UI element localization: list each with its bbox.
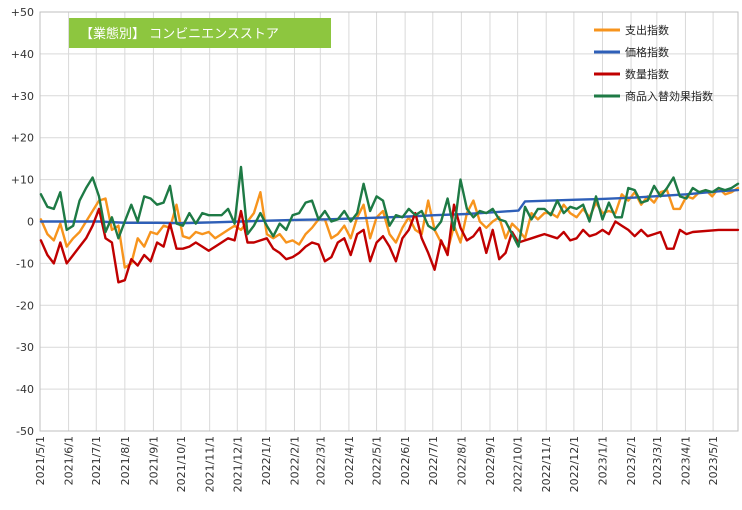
x-tick-label: 2021/9/1 <box>147 436 160 485</box>
y-tick-label: -40 <box>16 383 34 396</box>
x-tick-label: 2022/1/1 <box>260 436 273 485</box>
x-tick-label: 2021/5/1 <box>34 436 47 485</box>
x-tick-label: 2022/10/1 <box>512 436 525 492</box>
x-tick-label: 2021/10/1 <box>175 436 188 492</box>
y-tick-label: -50 <box>16 425 34 438</box>
x-tick-label: 2021/6/1 <box>63 436 76 485</box>
series-line-4 <box>39 165 740 248</box>
y-tick-label: -10 <box>16 257 34 270</box>
y-tick-label: +20 <box>11 132 34 145</box>
legend-label-1: 支出指数 <box>625 23 669 37</box>
x-tick-label: 2022/6/1 <box>399 436 412 485</box>
x-tick-label: 2022/4/1 <box>343 436 356 485</box>
y-tick-label: +30 <box>11 90 34 103</box>
legend-label-4: 商品入替効果指数 <box>625 89 713 103</box>
x-tick-label: 2022/3/1 <box>314 436 327 485</box>
x-tick-label: 2022/9/1 <box>484 436 497 485</box>
x-tick-label: 2023/1/1 <box>596 436 609 485</box>
x-tick-label: 2021/11/1 <box>204 436 217 492</box>
x-tick-label: 2022/12/1 <box>568 436 581 492</box>
y-tick-label: +10 <box>11 174 34 187</box>
series-line-1 <box>39 186 740 269</box>
series-lines <box>39 165 740 284</box>
y-tick-label: +50 <box>11 6 34 19</box>
x-tick-label: 2023/5/1 <box>707 436 720 485</box>
y-tick-label: 0 <box>27 216 34 229</box>
series-line-3 <box>39 203 740 284</box>
x-tick-label: 2023/3/1 <box>651 436 664 485</box>
series-line-2 <box>39 188 740 225</box>
chart-title-box: 【業態別】 コンビニエンスストア <box>69 18 331 48</box>
x-tick-label: 2022/8/1 <box>455 436 468 485</box>
chart-title: 【業態別】 コンビニエンスストア <box>80 26 279 42</box>
legend-label-3: 数量指数 <box>625 67 669 81</box>
x-tick-label: 2023/2/1 <box>625 436 638 485</box>
x-tick-label: 2022/5/1 <box>371 436 384 485</box>
x-tick-label: 2023/4/1 <box>679 436 692 485</box>
legend-label-2: 価格指数 <box>625 45 669 59</box>
y-tick-label: +40 <box>11 48 34 61</box>
chart-title-background <box>69 18 331 48</box>
y-tick-label: -30 <box>16 341 34 354</box>
x-tick-label: 2021/12/1 <box>231 436 244 492</box>
x-tick-label: 2021/7/1 <box>90 436 103 485</box>
x-tick-label: 2022/11/1 <box>540 436 553 492</box>
x-tick-label: 2021/8/1 <box>119 436 132 485</box>
x-tick-label: 2022/7/1 <box>427 436 440 485</box>
y-tick-label: -20 <box>16 299 34 312</box>
x-tick-label: 2022/2/1 <box>288 436 301 485</box>
